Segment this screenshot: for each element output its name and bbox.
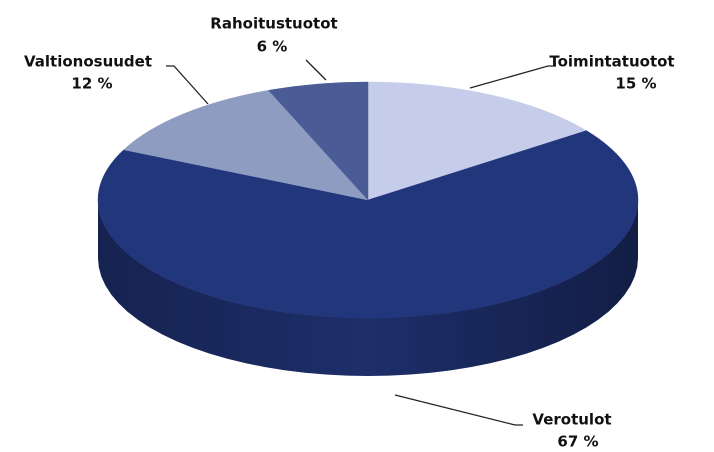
slice — [367, 81, 588, 201]
leader-line — [394, 394, 523, 426]
slice-side-shade — [98, 200, 638, 376]
slice — [123, 90, 369, 201]
slice — [268, 81, 369, 201]
slice-value-label: 12 % — [71, 75, 112, 93]
slice-label: Valtionosuudet — [24, 53, 152, 71]
slice — [97, 130, 639, 319]
leader-line — [469, 65, 556, 89]
leader-line — [305, 59, 327, 81]
slice-value-label: 67 % — [557, 433, 598, 451]
slice-value-label: 6 % — [257, 38, 288, 56]
leader-line — [166, 65, 209, 105]
slice-label: Verotulot — [532, 411, 611, 429]
slice-label: Toimintatuotot — [549, 53, 674, 71]
slice-value-label: 15 % — [615, 75, 656, 93]
slice-label: Rahoitustuotot — [210, 15, 337, 33]
pie — [97, 81, 639, 376]
